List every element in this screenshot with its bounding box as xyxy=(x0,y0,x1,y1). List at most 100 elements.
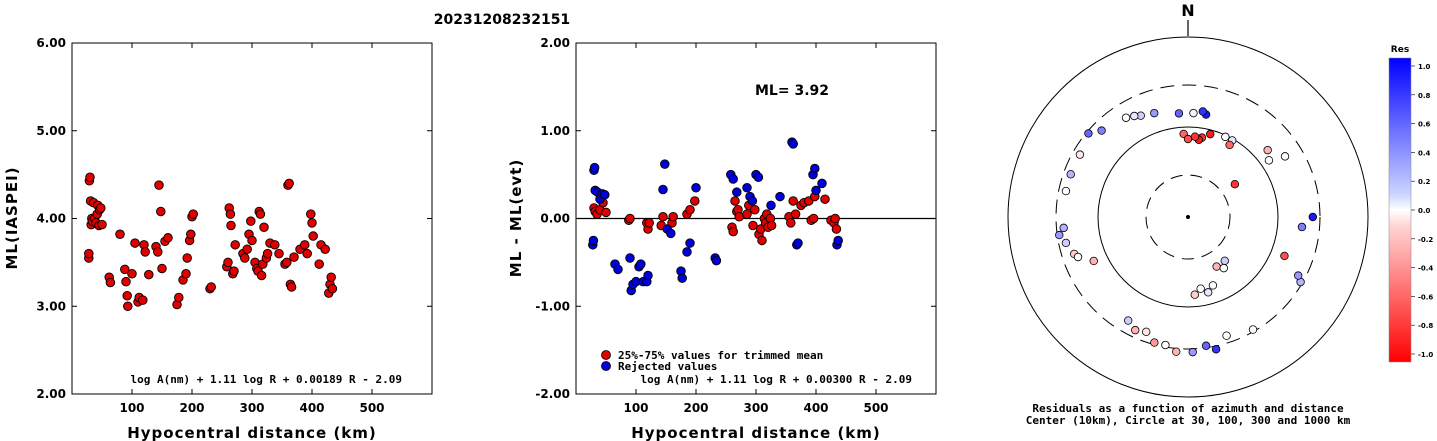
station-point xyxy=(1150,338,1159,347)
data-point xyxy=(690,196,700,206)
data-point xyxy=(750,204,760,215)
station-point xyxy=(1084,129,1093,138)
azimuth-caption-line2: Center (10km), Circle at 30, 100, 300 an… xyxy=(1026,414,1351,427)
circle-100km xyxy=(1097,126,1279,308)
data-point xyxy=(206,282,216,292)
data-point xyxy=(786,218,796,228)
ml-iaspei-panel: log A(nm) + 1.11 log R + 0.00189 R - 2.0… xyxy=(3,36,433,441)
data-point xyxy=(811,185,821,196)
station-point xyxy=(1201,341,1211,350)
data-point xyxy=(711,255,722,266)
data-point xyxy=(138,295,148,305)
data-point xyxy=(742,209,752,219)
data-point xyxy=(643,270,653,281)
data-point xyxy=(682,247,692,257)
x-tick-label: 200 xyxy=(179,401,204,415)
circle-1000km xyxy=(1007,36,1369,398)
data-point xyxy=(732,187,742,197)
data-point xyxy=(226,220,236,231)
data-point xyxy=(242,244,252,254)
data-point xyxy=(625,253,635,263)
station-point xyxy=(1297,222,1307,232)
x-tick-label: 400 xyxy=(803,401,828,415)
data-point xyxy=(833,235,843,246)
data-point xyxy=(120,264,130,275)
x-tick-label: 100 xyxy=(119,401,144,415)
data-point xyxy=(747,196,758,206)
data-point xyxy=(666,228,676,239)
azimuth-residual-panel: N Residuals as a function of azimuth and… xyxy=(1007,1,1433,427)
station-point xyxy=(1097,126,1106,135)
data-point xyxy=(625,213,635,224)
data-point xyxy=(240,253,250,263)
data-point xyxy=(613,264,623,275)
data-point xyxy=(808,213,819,224)
station-point xyxy=(1121,113,1131,122)
data-point xyxy=(302,248,312,259)
station-point xyxy=(1130,111,1139,121)
data-point xyxy=(793,238,803,248)
station-point xyxy=(1280,251,1289,261)
data-point xyxy=(308,231,318,241)
data-point xyxy=(306,209,316,219)
data-point xyxy=(174,292,184,303)
north-label: N xyxy=(1181,1,1194,20)
azimuth-caption-line1: Residuals as a function of azimuth and d… xyxy=(1032,402,1344,415)
data-point xyxy=(105,277,116,288)
data-point xyxy=(831,224,842,234)
station-point xyxy=(1293,271,1303,280)
colorbar-tick-label: -0.4 xyxy=(1418,265,1433,273)
data-point xyxy=(766,200,776,211)
data-point xyxy=(246,216,256,226)
colorbar-tick-label: -0.8 xyxy=(1418,322,1433,330)
station-point xyxy=(1073,252,1083,262)
legend-rejected-label: Rejected values xyxy=(618,360,717,373)
colorbar-tick-label: 0.2 xyxy=(1418,178,1431,186)
y-tick-label: -1.00 xyxy=(535,299,570,313)
data-point xyxy=(766,220,777,231)
data-point xyxy=(588,235,599,246)
station-point xyxy=(1208,281,1218,290)
data-point xyxy=(144,269,154,280)
data-point xyxy=(96,203,106,213)
ml-residual-formula: log A(nm) + 1.11 log R + 0.00300 R - 2.0… xyxy=(640,373,912,386)
data-point xyxy=(255,209,266,219)
data-point xyxy=(748,220,758,231)
data-point xyxy=(181,269,191,279)
data-point xyxy=(123,301,133,312)
data-point xyxy=(677,273,687,283)
circle-300km xyxy=(1055,84,1321,350)
station-point xyxy=(1189,108,1198,118)
station-point xyxy=(1190,132,1200,141)
data-point xyxy=(327,283,338,294)
data-point xyxy=(300,240,310,250)
data-point xyxy=(270,240,280,250)
data-point xyxy=(817,178,827,189)
station-point xyxy=(1174,109,1184,118)
legend-trimmed-label: 25%-75% values for trimmed mean xyxy=(618,349,823,362)
station-point xyxy=(1263,145,1272,155)
y-tick-label: 6.00 xyxy=(36,36,66,50)
data-point xyxy=(289,252,299,262)
station-point xyxy=(1220,256,1229,266)
y-tick-label: 1.00 xyxy=(540,124,570,138)
station-point xyxy=(1055,230,1064,240)
colorbar xyxy=(1388,57,1412,363)
ml-event-value: ML= 3.92 xyxy=(755,83,829,99)
station-point xyxy=(1219,263,1228,273)
y-tick-label: 5.00 xyxy=(36,124,66,138)
data-point xyxy=(830,213,840,224)
data-point xyxy=(140,247,150,257)
data-point xyxy=(282,257,292,268)
station-point xyxy=(1198,107,1208,116)
center-dot xyxy=(1186,215,1190,219)
data-point xyxy=(753,172,764,183)
station-point xyxy=(1123,316,1133,325)
station-point xyxy=(1212,262,1221,271)
data-point xyxy=(84,248,94,259)
station-point xyxy=(1161,340,1170,350)
data-point xyxy=(685,204,695,215)
data-point xyxy=(274,248,284,259)
data-point xyxy=(790,209,801,219)
